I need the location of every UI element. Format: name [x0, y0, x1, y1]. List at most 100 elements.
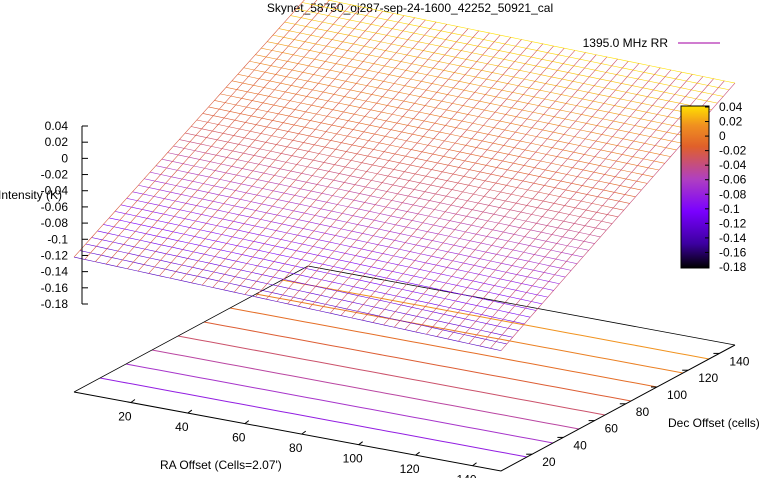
- y-axis-label: Dec Offset (cells): [668, 416, 760, 430]
- surface-mesh-line: [404, 63, 640, 330]
- colorbar-tick-label: -0.04: [719, 158, 747, 172]
- surface-mesh-line: [479, 78, 714, 347]
- x-axis-label: RA Offset (Cells=2.07'): [160, 458, 282, 472]
- surface-mesh-line: [212, 24, 447, 288]
- colorbar-tick-label: -0.12: [719, 216, 747, 230]
- x-tick-label: 100: [343, 452, 363, 466]
- colorbar-tick-label: 0.02: [719, 115, 743, 129]
- surface-mesh-line: [180, 17, 415, 281]
- surface-mesh-line: [105, 2, 341, 265]
- y-tick-label: 120: [698, 371, 718, 385]
- surface-mesh-line: [394, 61, 629, 328]
- surface-mesh-line: [84, 0, 318, 260]
- colorbar-tick-label: -0.08: [719, 187, 747, 201]
- surface-mesh-line: [447, 71, 682, 340]
- colorbar-tick-label: -0.1: [719, 202, 740, 216]
- surface-mesh-line: [319, 45, 554, 312]
- surface-mesh-line: [116, 4, 351, 267]
- surface-mesh-line: [127, 6, 362, 269]
- z-tick-label: 0.02: [45, 135, 69, 149]
- surface-mesh-line: [468, 76, 704, 344]
- surface-mesh-line: [244, 30, 480, 295]
- surface-mesh-line: [148, 10, 383, 274]
- y-tick-label: 40: [573, 438, 587, 452]
- contour-line: [229, 307, 658, 388]
- x-tick: [301, 430, 307, 435]
- surface-mesh: [73, 0, 736, 351]
- z-tick-label: -0.02: [41, 168, 69, 182]
- surface-mesh-line: [255, 32, 490, 298]
- z-tick-label: -0.04: [41, 184, 69, 198]
- colorbar-gradient: [680, 105, 710, 269]
- z-axis-label: Intensity (K): [0, 188, 62, 202]
- y-tick-label: 80: [636, 405, 650, 419]
- surface-mesh-line: [223, 26, 458, 291]
- colorbar-tick-label: -0.02: [719, 144, 747, 158]
- colorbar-tick-label: -0.14: [719, 231, 747, 245]
- y-tick-label: 60: [605, 422, 619, 436]
- surface-mesh-line: [308, 43, 544, 309]
- surface-mesh-line: [426, 67, 661, 335]
- colorbar-tick-label: -0.16: [719, 245, 747, 259]
- surface-mesh-line: [372, 56, 608, 323]
- surface-mesh-line: [383, 58, 618, 326]
- z-tick-label: -0.18: [41, 297, 69, 311]
- colorbar-tick-label: -0.06: [719, 173, 747, 187]
- z-tick-label: -0.14: [41, 265, 69, 279]
- surface-mesh-line: [73, 0, 305, 258]
- surface-mesh-line: [191, 19, 426, 284]
- colorbar-tick-label: -0.18: [719, 260, 747, 274]
- surface-mesh-line: [169, 15, 405, 279]
- x-tick-label: 80: [289, 441, 303, 455]
- surface-mesh-line: [361, 54, 597, 321]
- colorbar: 0.040.020-0.02-0.04-0.06-0.08-0.1-0.12-0…: [680, 100, 747, 274]
- x-tick-label: 40: [175, 420, 189, 434]
- x-axis: 20 40 60 80 100 120 140: [118, 399, 477, 478]
- z-tick-label: -0.1: [47, 232, 68, 246]
- surface-mesh-line: [265, 34, 501, 300]
- x-tick: [187, 409, 193, 414]
- surface-mesh-line: [340, 50, 576, 316]
- contour-lines: [99, 279, 710, 458]
- x-tick-label: 120: [400, 462, 420, 476]
- contour-line: [151, 349, 580, 430]
- contour-line: [255, 293, 684, 374]
- y-tick-label: 20: [542, 455, 556, 469]
- x-tick-label: 140: [457, 473, 477, 478]
- surface-mesh-line: [415, 65, 650, 333]
- y-tick-label: 140: [729, 354, 749, 368]
- z-tick-label: -0.12: [41, 248, 69, 262]
- contour-line: [203, 321, 632, 402]
- x-tick: [244, 420, 250, 425]
- surface-mesh-line: [201, 21, 437, 286]
- legend-label: 1395.0 MHz RR: [583, 36, 669, 50]
- surface-mesh-line: [436, 69, 672, 337]
- contour-line: [281, 279, 710, 360]
- surface-mesh-line: [233, 28, 469, 293]
- x-tick: [130, 399, 136, 403]
- contour-line: [99, 377, 528, 458]
- surface-mesh-line: [458, 74, 693, 342]
- x-tick-label: 60: [232, 431, 246, 445]
- x-tick: [472, 462, 477, 467]
- colorbar-tick-label: 0: [719, 129, 726, 143]
- surface-mesh-line: [95, 0, 330, 262]
- surface-mesh-line: [287, 39, 522, 305]
- surface-mesh-line: [276, 37, 512, 302]
- surface-mesh-line: [297, 41, 533, 307]
- z-axis: 0.04 0.02 0 -0.02 -0.04 -0.06 -0.08 -0.1 -0.12 -0…: [41, 119, 88, 311]
- x-tick: [415, 451, 420, 456]
- base-frame: [73, 265, 736, 472]
- x-tick-label: 20: [118, 410, 132, 424]
- z-tick-label: -0.16: [41, 281, 69, 295]
- surface-mesh-line: [329, 48, 565, 314]
- surface-mesh-line: [351, 52, 586, 319]
- x-tick: [358, 441, 363, 446]
- y-axis: 20 40 60 80 100 120 140: [526, 352, 750, 469]
- y-tick-label: 100: [667, 388, 687, 402]
- legend: 1395.0 MHz RR: [583, 36, 720, 50]
- z-tick-label: -0.08: [41, 216, 69, 230]
- contour-line: [177, 335, 606, 416]
- z-tick-label: 0.04: [45, 119, 69, 133]
